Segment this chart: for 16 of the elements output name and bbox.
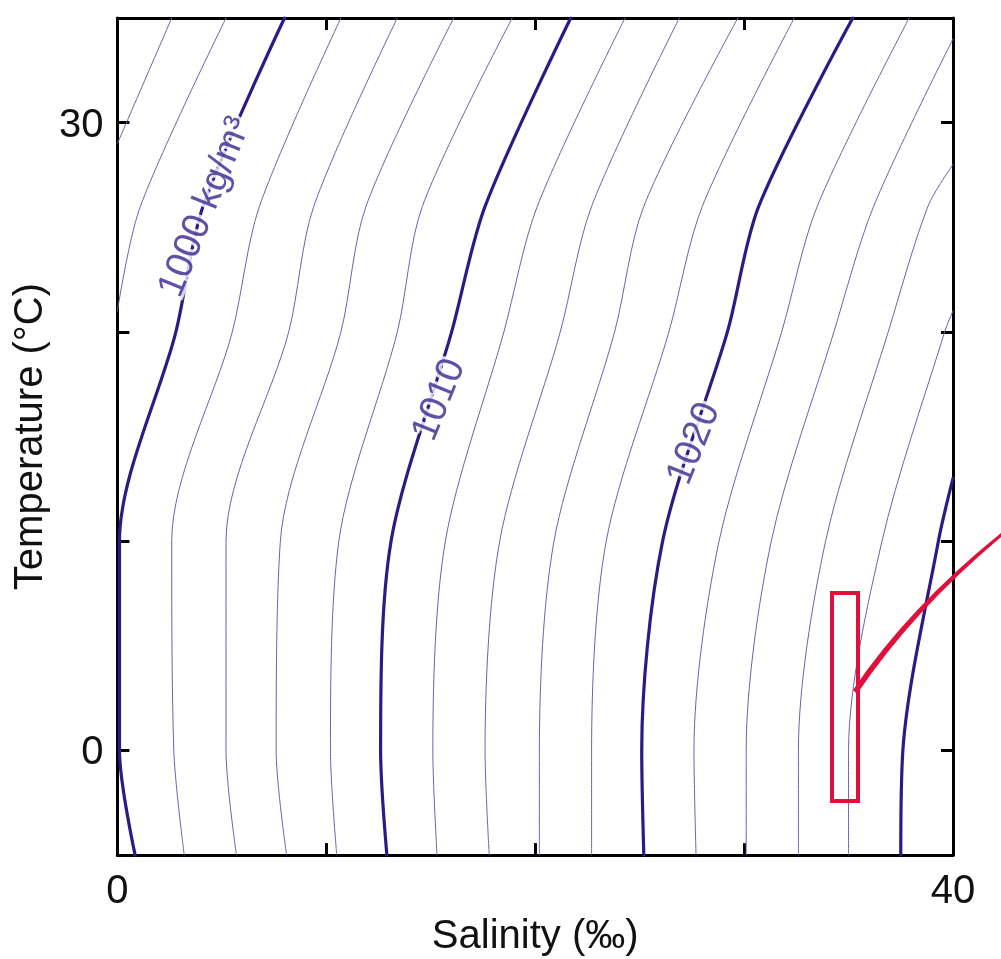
annotation: 1000 kg/m³ xyxy=(147,110,259,303)
line-series xyxy=(329,17,513,856)
line-series xyxy=(899,476,955,857)
x-tick-label: 40 xyxy=(930,867,976,912)
x-axis-title: Salinity (‰) xyxy=(431,912,639,956)
line-series xyxy=(591,17,795,856)
annotation: 1020 xyxy=(656,395,728,490)
line-series xyxy=(848,310,954,856)
line-series xyxy=(538,17,739,856)
line-series xyxy=(379,16,573,857)
line-series xyxy=(640,16,855,857)
y-tick-label: 30 xyxy=(58,100,104,145)
line-series xyxy=(797,163,954,856)
line-series xyxy=(745,38,954,856)
annotation: 1010 xyxy=(401,351,473,446)
y-axis-title: Temperature (°C) xyxy=(6,282,50,591)
